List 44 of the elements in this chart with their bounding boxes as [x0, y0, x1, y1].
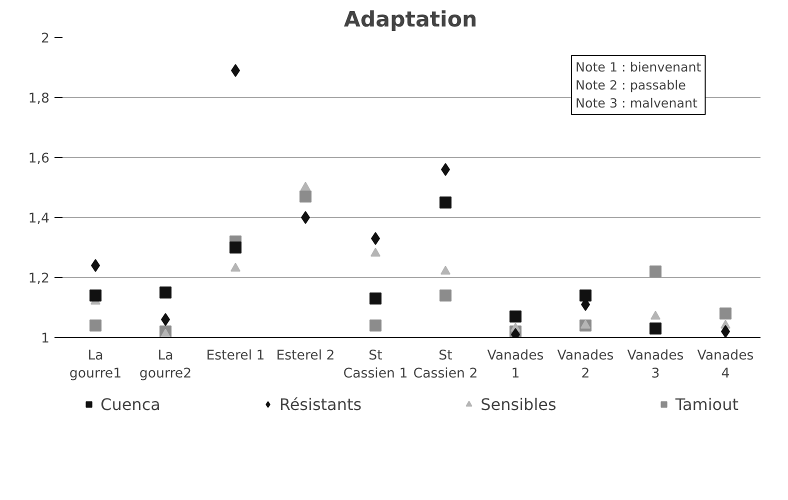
point	[370, 292, 382, 304]
point	[300, 182, 310, 191]
point	[440, 290, 452, 302]
point	[440, 266, 450, 275]
point	[300, 190, 312, 202]
point	[650, 266, 662, 278]
point	[90, 290, 102, 302]
point	[160, 286, 172, 298]
legend-label: Tamiout	[675, 394, 738, 414]
point	[580, 290, 592, 302]
point	[90, 320, 102, 332]
x-tick-label: Esterel 2	[276, 348, 335, 364]
point	[580, 320, 590, 329]
point	[720, 308, 732, 320]
x-tick-label: Esterel 1	[206, 348, 265, 364]
y-tick-label: 2	[41, 32, 50, 46]
legend-label: Sensibles	[480, 394, 556, 414]
y-tick-label: 1,8	[28, 92, 50, 106]
point	[230, 262, 240, 272]
point	[440, 196, 452, 208]
x-tick-label: La gourre1	[69, 348, 122, 382]
x-tick-label: Vanades 4	[697, 348, 754, 382]
x-tick-label: La gourre2	[139, 348, 192, 382]
point	[370, 248, 380, 257]
y-tick-label: 1,4	[28, 212, 50, 226]
point	[721, 325, 730, 338]
point	[370, 320, 382, 332]
y-tick-label: 1,6	[28, 152, 50, 166]
point	[650, 322, 662, 334]
chart-title: Adaptation	[344, 8, 478, 32]
point	[510, 310, 522, 322]
x-tick-label: Vanades 1	[487, 348, 544, 382]
legend-label: Cuenca	[100, 394, 160, 414]
point	[230, 242, 242, 254]
x-tick-label: St Cassien 1	[343, 348, 408, 382]
point	[650, 310, 660, 320]
y-tick-label: 1	[41, 332, 50, 346]
x-tick-label: Vanades 2	[557, 348, 614, 382]
legend-label: Résistants	[279, 394, 362, 414]
point	[160, 328, 170, 338]
y-tick-label: 1,2	[28, 272, 50, 286]
annotation: Note 1 : bienvenant Note 2 : passable Note 3 : malvenant	[576, 60, 702, 110]
x-tick-label: St Cassien 2	[413, 348, 478, 382]
x-tick-label: Vanades 3	[627, 348, 684, 382]
